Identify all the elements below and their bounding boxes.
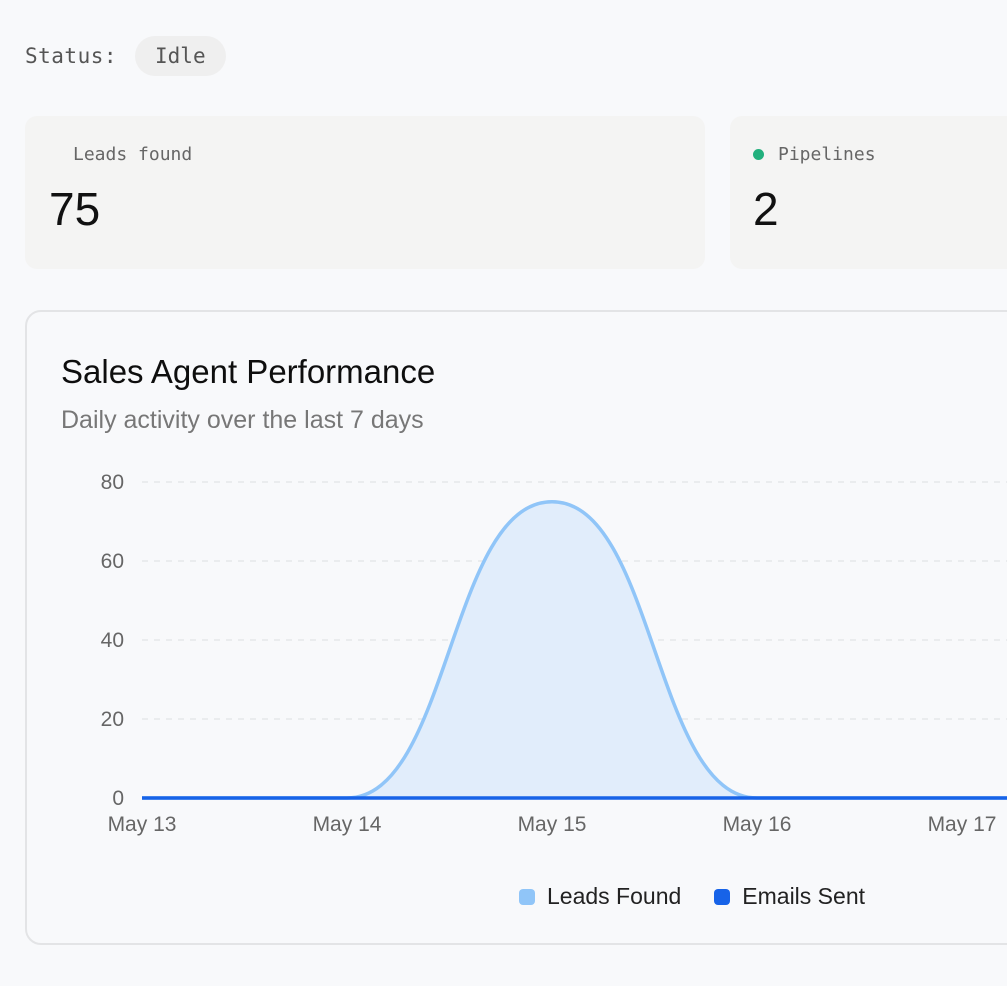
status-label: Status: — [25, 44, 118, 68]
x-tick-label-2: May 15 — [518, 813, 587, 836]
leads-found-card: Leads found 75 — [25, 116, 705, 269]
series-area-leads-found — [142, 501, 1007, 799]
x-tick-label-4: May 17 — [928, 813, 997, 836]
chart-legend: Leads Found Emails Sent — [519, 883, 898, 910]
legend-item-emails-sent[interactable]: Emails Sent — [714, 883, 865, 910]
performance-chart-card: Sales Agent Performance Daily activity o… — [25, 310, 1007, 945]
pipelines-value: 2 — [753, 183, 779, 235]
status-row: Status: Idle — [25, 36, 226, 76]
status-badge: Idle — [135, 36, 226, 76]
y-tick-label-0: 0 — [112, 787, 124, 810]
chart-subtitle: Daily activity over the last 7 days — [61, 406, 424, 434]
y-tick-label-80: 80 — [101, 471, 124, 494]
chart-title: Sales Agent Performance — [61, 353, 436, 390]
y-tick-label-20: 20 — [101, 708, 124, 731]
x-tick-label-1: May 14 — [313, 813, 382, 836]
pipelines-card: Pipelines 2 — [730, 116, 1007, 269]
legend-label-leads-found: Leads Found — [547, 883, 682, 909]
legend-label-emails-sent: Emails Sent — [742, 883, 865, 909]
leads-found-title: Leads found — [73, 144, 192, 165]
x-tick-label-0: May 13 — [108, 813, 177, 836]
legend-swatch-emails-sent — [714, 888, 731, 905]
x-tick-label-3: May 16 — [723, 813, 792, 836]
y-tick-label-60: 60 — [101, 550, 124, 573]
active-dot-icon — [753, 149, 764, 160]
pipelines-title: Pipelines — [753, 144, 876, 165]
y-tick-label-40: 40 — [101, 629, 124, 652]
pipelines-label: Pipelines — [778, 144, 876, 165]
leads-found-value: 75 — [49, 183, 101, 235]
legend-item-leads-found[interactable]: Leads Found — [519, 883, 681, 910]
legend-swatch-leads-found — [519, 888, 535, 905]
leads-found-label: Leads found — [73, 144, 193, 165]
